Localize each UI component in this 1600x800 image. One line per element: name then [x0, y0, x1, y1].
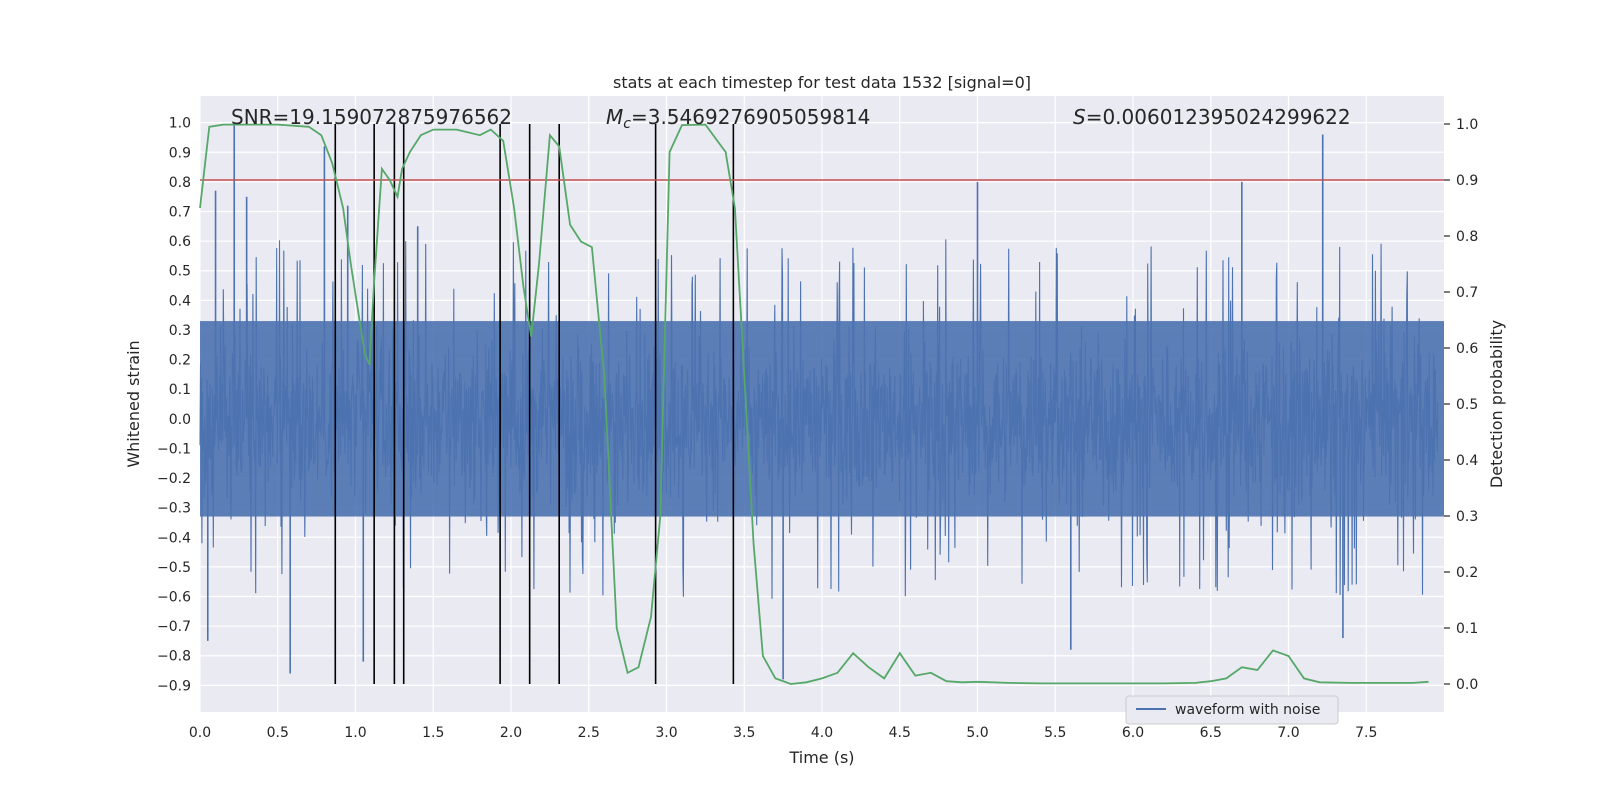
x-axis-ticks: 0.0 0.5 1.0 1.5 2.0 2.5 3.0 3.5 4.0 4.5 5.0 5.5 6.0 6… — [189, 725, 1378, 741]
legend-box — [1125, 695, 1339, 725]
y-right-tick-label-0: 1.0 — [1456, 117, 1478, 133]
y-right-axis-label: Detection probability — [1487, 320, 1506, 488]
y-right-tick-label-9: 0.1 — [1456, 621, 1478, 637]
x-tick-label-11: 5.5 — [1044, 725, 1066, 741]
y-left-tick-label-10: 0.0 — [169, 412, 191, 428]
x-tick-label-1: 0.5 — [267, 725, 289, 741]
y-left-tick-label-6: 0.4 — [169, 293, 191, 309]
y-left-tick-label-5: 0.5 — [169, 264, 191, 280]
snr-annotation: SNR=19.159072875976562 — [231, 105, 512, 129]
chirp-mass-value: =3.5469276905059814 — [631, 105, 870, 129]
y-left-tick-label-2: 0.8 — [169, 175, 191, 191]
y-right-tick-label-7: 0.3 — [1456, 509, 1478, 525]
x-tick-label-8: 4.0 — [811, 725, 833, 741]
x-tick-label-4: 2.0 — [500, 725, 522, 741]
legend: waveform with noise — [1125, 695, 1339, 725]
x-tick-label-15: 7.5 — [1355, 725, 1377, 741]
chirp-mass-annotation: Mc=3.5469276905059814 — [606, 105, 870, 132]
x-tick-label-14: 7.0 — [1277, 725, 1299, 741]
y-left-tick-label-7: 0.3 — [169, 323, 191, 339]
s-value: =0.006012395024299622 — [1086, 105, 1351, 129]
x-tick-label-9: 4.5 — [889, 725, 911, 741]
y-left-axis-label: Whitened strain — [124, 340, 143, 467]
y-right-tick-label-2: 0.8 — [1456, 229, 1478, 245]
y-left-tick-label-0: 1.0 — [169, 116, 191, 132]
y-right-tick-label-8: 0.2 — [1456, 565, 1478, 581]
y-left-tick-label-8: 0.2 — [169, 353, 191, 369]
x-tick-label-5: 2.5 — [578, 725, 600, 741]
y-right-tick-label-1: 0.9 — [1456, 173, 1478, 189]
waveform-core-band — [200, 321, 1444, 517]
y-right-tick-label-3: 0.7 — [1456, 285, 1478, 301]
vertical-markers — [334, 124, 735, 684]
y-left-tick-label-15: −0.5 — [157, 560, 191, 576]
probability-series — [199, 123, 1429, 685]
y-left-tick-label-9: 0.1 — [169, 382, 191, 398]
legend-label-waveform: waveform with noise — [1175, 702, 1320, 718]
x-tick-label-0: 0.0 — [189, 725, 211, 741]
y-left-tick-label-4: 0.6 — [169, 234, 191, 250]
chart-title: stats at each timestep for test data 153… — [613, 73, 1031, 92]
y-right-tick-label-4: 0.6 — [1456, 341, 1478, 357]
y-left-tick-label-3: 0.7 — [169, 205, 191, 221]
x-tick-label-7: 3.5 — [733, 725, 755, 741]
y-left-tick-label-14: −0.4 — [157, 530, 191, 546]
y-left-tick-label-12: −0.2 — [157, 471, 191, 487]
y-left-tick-label-17: −0.7 — [157, 619, 191, 635]
y-left-tick-label-18: −0.8 — [157, 649, 191, 665]
y-left-tick-label-11: −0.1 — [157, 441, 191, 457]
y-right-tick-label-5: 0.5 — [1456, 397, 1478, 413]
s-symbol: S — [1073, 105, 1086, 129]
s-annotation: S=0.006012395024299622 — [1073, 105, 1351, 129]
x-tick-label-6: 3.0 — [655, 725, 677, 741]
waveform-series — [199, 122, 1444, 680]
probability-line — [199, 123, 1429, 685]
chirp-mass-symbol: M — [606, 105, 623, 129]
y-left-tick-label-1: 0.9 — [169, 145, 191, 161]
x-tick-label-13: 6.5 — [1200, 725, 1222, 741]
x-tick-label-3: 1.5 — [422, 725, 444, 741]
x-tick-label-2: 1.0 — [344, 725, 366, 741]
y-left-tick-label-16: −0.6 — [157, 590, 191, 606]
x-axis-label: Time (s) — [788, 748, 854, 767]
chirp-mass-subscript: c — [623, 116, 631, 132]
y-right-axis-ticks: 1.0 0.9 0.8 0.7 0.6 0.5 0.4 0.3 0.2 0.1 0.0 — [1444, 117, 1478, 693]
y-left-axis-ticks: 1.0 0.9 0.8 0.7 0.6 0.5 0.4 0.3 0.2 0.1 0.0 −0.1 −0.… — [157, 116, 191, 695]
y-left-tick-label-19: −0.9 — [157, 678, 191, 694]
y-right-tick-label-10: 0.0 — [1456, 677, 1478, 693]
x-tick-label-10: 5.0 — [966, 725, 988, 741]
y-left-tick-label-13: −0.3 — [157, 501, 191, 517]
y-right-tick-label-6: 0.4 — [1456, 453, 1478, 469]
x-tick-label-12: 6.0 — [1122, 725, 1144, 741]
